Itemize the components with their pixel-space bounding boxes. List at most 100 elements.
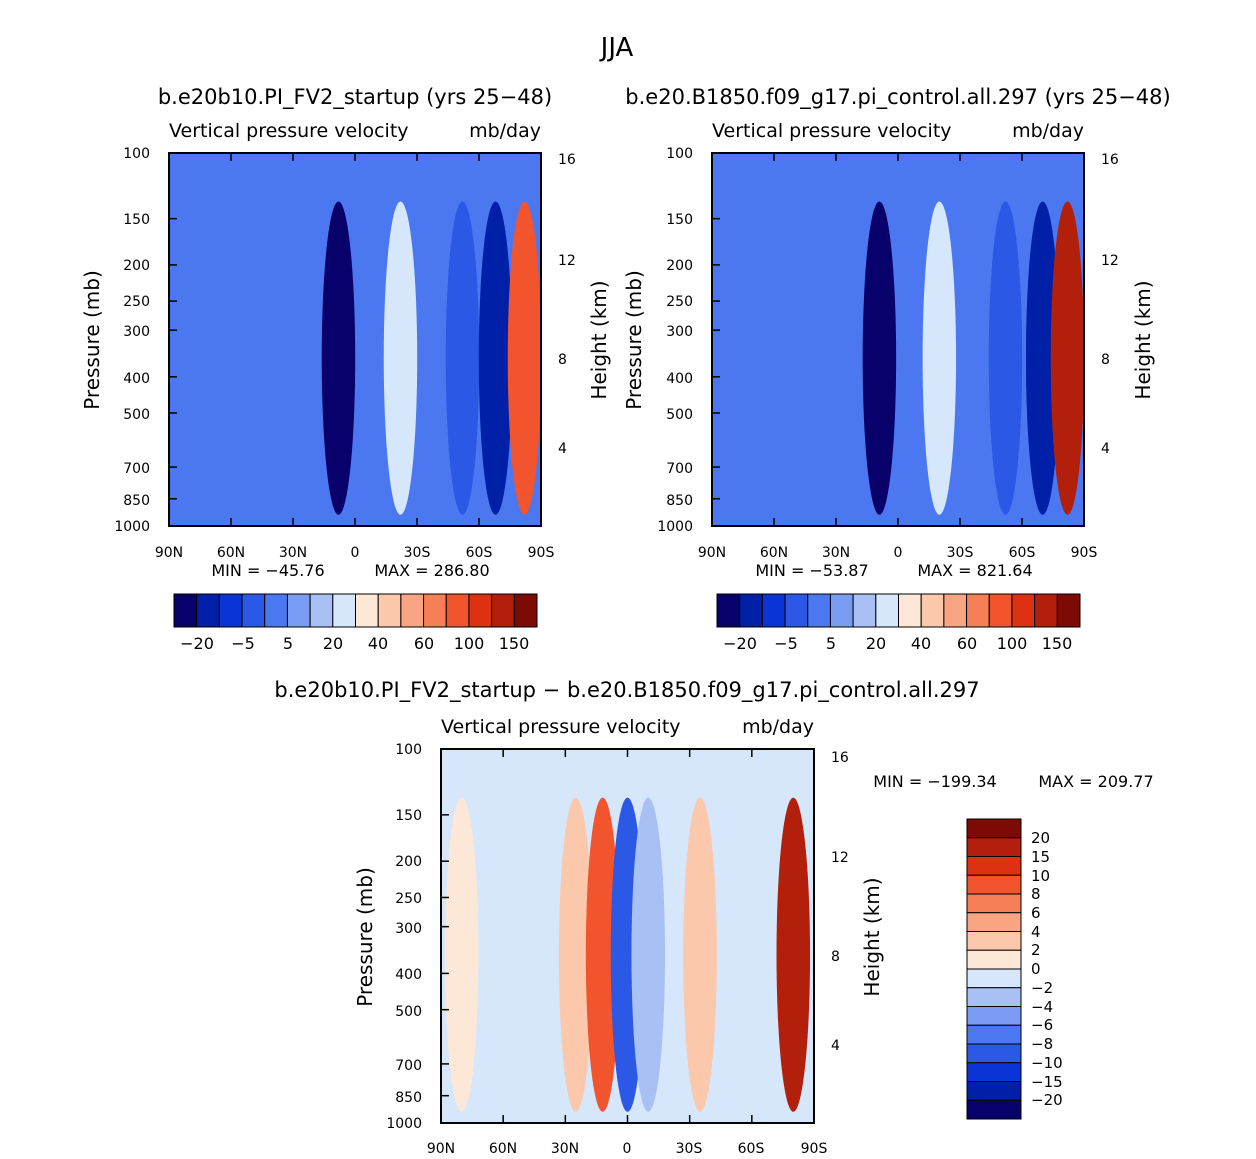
y-tick-label: 200 bbox=[123, 258, 150, 274]
contour-band bbox=[1025, 201, 1060, 515]
height-tick-label: 4 bbox=[558, 441, 567, 457]
height-tick-label: 16 bbox=[1101, 152, 1119, 168]
x-tick-label: 0 bbox=[894, 545, 903, 561]
contour-band bbox=[631, 797, 666, 1112]
y-tick-label: 300 bbox=[395, 921, 422, 937]
colorbar-swatch bbox=[966, 968, 1022, 989]
max-value: MAX = 209.77 bbox=[1038, 772, 1153, 791]
y-tick-labels: 100 150 200 250 300 400 500 700 850 1000 bbox=[386, 742, 422, 1132]
y-tick-label: 150 bbox=[395, 808, 422, 824]
height-tick-label: 4 bbox=[831, 1038, 840, 1054]
panel-top-left: b.e20b10.PI_FV2_startup (yrs 25−48) Vert… bbox=[80, 85, 611, 653]
panel-units: mb/day bbox=[1012, 120, 1084, 142]
colorbar-labels: 20 15 10 8 6 4 2 0 −2 −4 −6 −8 −10 −15 −… bbox=[1031, 829, 1063, 1109]
contour-band bbox=[507, 201, 541, 515]
y-tick-label: 1000 bbox=[657, 519, 693, 535]
min-value: MIN = −53.87 bbox=[755, 561, 868, 580]
colorbar-swatch bbox=[966, 874, 1022, 895]
colorbar bbox=[966, 818, 1022, 1120]
colorbar-label: −20 bbox=[723, 634, 757, 653]
y-tick-label: 100 bbox=[666, 146, 693, 162]
contour-band bbox=[261, 201, 296, 515]
y-tick-labels: 100 150 200 250 300 400 500 700 850 1000 bbox=[657, 146, 693, 535]
y-tick-label: 500 bbox=[395, 1004, 422, 1020]
min-value: MIN = −45.76 bbox=[211, 561, 324, 580]
panel-title: b.e20b10.PI_FV2_startup − b.e20.B1850.f0… bbox=[274, 678, 979, 703]
x-tick-label: 60S bbox=[738, 1141, 765, 1157]
contour-band bbox=[1050, 201, 1084, 515]
colorbar bbox=[716, 593, 1081, 628]
colorbar-swatch bbox=[309, 593, 334, 628]
colorbar-label: 10 bbox=[1031, 867, 1050, 885]
y-tick-label: 850 bbox=[395, 1090, 422, 1106]
colorbar-swatch bbox=[218, 593, 243, 628]
y-tick-label: 500 bbox=[123, 407, 150, 423]
colorbar-swatch bbox=[1056, 593, 1081, 628]
colorbar-label: 40 bbox=[911, 634, 931, 653]
y-tick-label: 150 bbox=[123, 212, 150, 228]
colorbar-swatch bbox=[1011, 593, 1036, 628]
y-tick-label: 850 bbox=[123, 493, 150, 509]
contour-band bbox=[558, 797, 593, 1112]
colorbar-label: 5 bbox=[826, 634, 836, 653]
colorbar-labels: −20 −5 5 20 40 60 100 150 bbox=[180, 634, 529, 653]
colorbar-label: −6 bbox=[1031, 1016, 1053, 1034]
colorbar-swatch bbox=[829, 593, 854, 628]
height-tick-label: 12 bbox=[1101, 253, 1119, 269]
y-tick-label: 100 bbox=[123, 146, 150, 162]
x-tick-label: 30N bbox=[551, 1141, 579, 1157]
colorbar-swatch bbox=[852, 593, 877, 628]
height-tick-label: 8 bbox=[1101, 352, 1110, 368]
axis-ticks bbox=[168, 152, 1085, 1124]
x-tick-label: 30S bbox=[404, 545, 431, 561]
y-tick-label: 250 bbox=[395, 891, 422, 907]
colorbar-label: 20 bbox=[866, 634, 886, 653]
colorbar-label: 20 bbox=[323, 634, 343, 653]
contour-band bbox=[763, 201, 797, 515]
colorbar-labels: −20 −5 5 20 40 60 100 150 bbox=[723, 634, 1072, 653]
contour-band bbox=[722, 201, 756, 515]
contour-band bbox=[724, 797, 759, 1112]
figure-title: JJA bbox=[599, 33, 634, 63]
colorbar-swatch bbox=[966, 1081, 1022, 1101]
y-tick-label: 700 bbox=[666, 461, 693, 477]
colorbar-swatch bbox=[196, 593, 220, 628]
colorbar-swatch bbox=[739, 593, 763, 628]
y-tick-label: 400 bbox=[666, 371, 693, 387]
x-tick-labels: 90N 60N 30N 0 30S 60S 90S bbox=[427, 1141, 828, 1157]
contour-band bbox=[383, 201, 418, 515]
colorbar-swatch bbox=[491, 593, 515, 628]
contour-band bbox=[683, 797, 717, 1112]
colorbar-swatch bbox=[377, 593, 402, 628]
colorbar-swatch bbox=[513, 593, 538, 628]
x-tick-labels: 90N 60N 30N 0 30S 60S 90S bbox=[155, 545, 555, 561]
contour-band bbox=[478, 201, 513, 515]
y-tick-label: 300 bbox=[123, 324, 150, 340]
colorbar-swatch bbox=[966, 818, 1022, 839]
colorbar-label: −15 bbox=[1031, 1073, 1063, 1091]
panel-difference: b.e20b10.PI_FV2_startup − b.e20.B1850.f0… bbox=[274, 678, 1153, 1157]
colorbar-swatch bbox=[966, 1006, 1022, 1026]
panel-units: mb/day bbox=[742, 716, 814, 738]
colorbar-swatch bbox=[943, 593, 968, 628]
y-right-tick-labels: 16 12 8 4 bbox=[1101, 152, 1119, 457]
y-right-axis-label: Height (km) bbox=[860, 877, 884, 996]
contour-band bbox=[585, 797, 620, 1112]
x-tick-label: 90N bbox=[155, 545, 183, 561]
panel-title: b.e20b10.PI_FV2_startup (yrs 25−48) bbox=[158, 85, 552, 110]
colorbar-swatch bbox=[966, 837, 1022, 857]
y-tick-label: 300 bbox=[666, 324, 693, 340]
x-tick-label: 60N bbox=[489, 1141, 517, 1157]
colorbar-swatch bbox=[966, 931, 1022, 951]
y-axis-label: Pressure (mb) bbox=[353, 867, 377, 1007]
x-tick-label: 0 bbox=[351, 545, 360, 561]
y-right-tick-labels: 16 12 8 4 bbox=[831, 750, 849, 1054]
colorbar-swatch bbox=[468, 593, 493, 628]
colorbar-label: 60 bbox=[414, 634, 434, 653]
colorbar-swatch bbox=[920, 593, 945, 628]
colorbar-swatch bbox=[784, 593, 809, 628]
y-tick-label: 400 bbox=[123, 371, 150, 387]
colorbar-swatch bbox=[966, 987, 1022, 1007]
contour-features bbox=[179, 201, 541, 515]
height-tick-label: 12 bbox=[558, 253, 576, 269]
